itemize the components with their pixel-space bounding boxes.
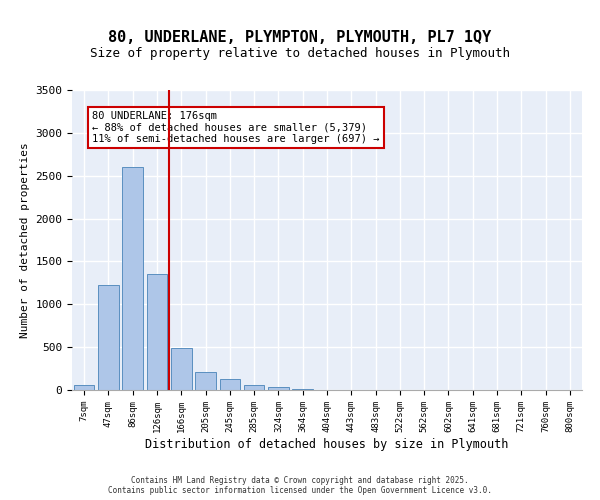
Bar xyxy=(292,388,313,390)
Bar xyxy=(268,387,289,390)
Text: 80, UNDERLANE, PLYMPTON, PLYMOUTH, PL7 1QY: 80, UNDERLANE, PLYMPTON, PLYMOUTH, PL7 1… xyxy=(109,30,491,45)
Bar xyxy=(98,284,119,390)
Bar xyxy=(244,386,265,390)
Bar xyxy=(122,167,143,390)
Bar xyxy=(220,379,240,390)
Bar xyxy=(74,385,94,390)
Bar xyxy=(171,348,191,390)
X-axis label: Distribution of detached houses by size in Plymouth: Distribution of detached houses by size … xyxy=(145,438,509,450)
Text: 80 UNDERLANE: 176sqm
← 88% of detached houses are smaller (5,379)
11% of semi-de: 80 UNDERLANE: 176sqm ← 88% of detached h… xyxy=(92,111,380,144)
Y-axis label: Number of detached properties: Number of detached properties xyxy=(20,142,30,338)
Bar xyxy=(195,372,216,390)
Bar xyxy=(146,274,167,390)
Text: Contains HM Land Registry data © Crown copyright and database right 2025.
Contai: Contains HM Land Registry data © Crown c… xyxy=(108,476,492,495)
Text: Size of property relative to detached houses in Plymouth: Size of property relative to detached ho… xyxy=(90,48,510,60)
